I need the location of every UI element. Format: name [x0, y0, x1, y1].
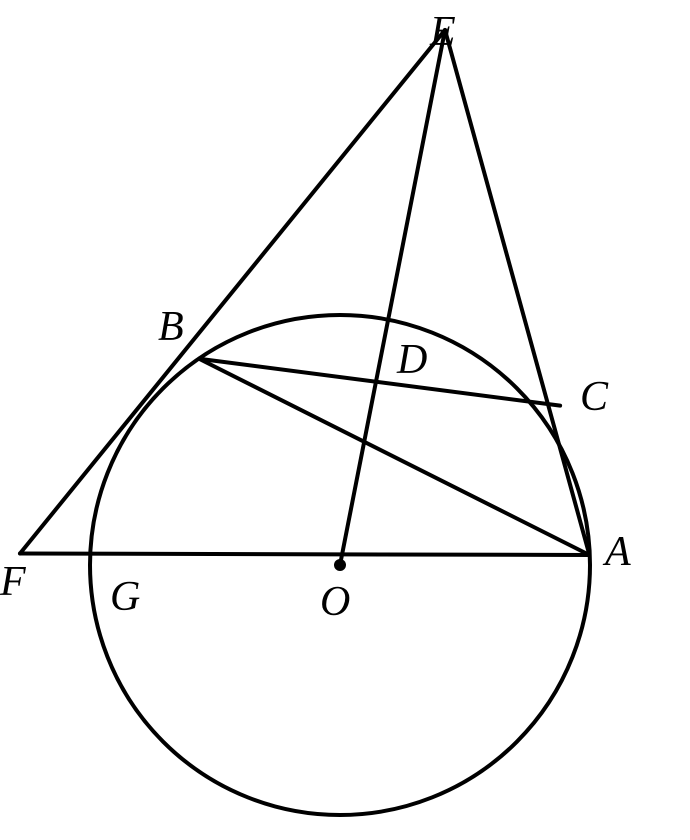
label-C: C: [580, 374, 609, 420]
geometry-diagram: E B D C A F G O: [0, 0, 690, 840]
label-F: F: [0, 559, 26, 605]
label-B: B: [158, 304, 184, 350]
segment-FA: [20, 554, 589, 556]
diagram-background: [0, 0, 690, 840]
label-A: A: [602, 529, 631, 575]
label-D: D: [396, 337, 427, 383]
label-O: O: [320, 579, 350, 625]
center-dot: [334, 559, 346, 571]
label-E: E: [429, 9, 456, 55]
label-G: G: [110, 574, 140, 620]
